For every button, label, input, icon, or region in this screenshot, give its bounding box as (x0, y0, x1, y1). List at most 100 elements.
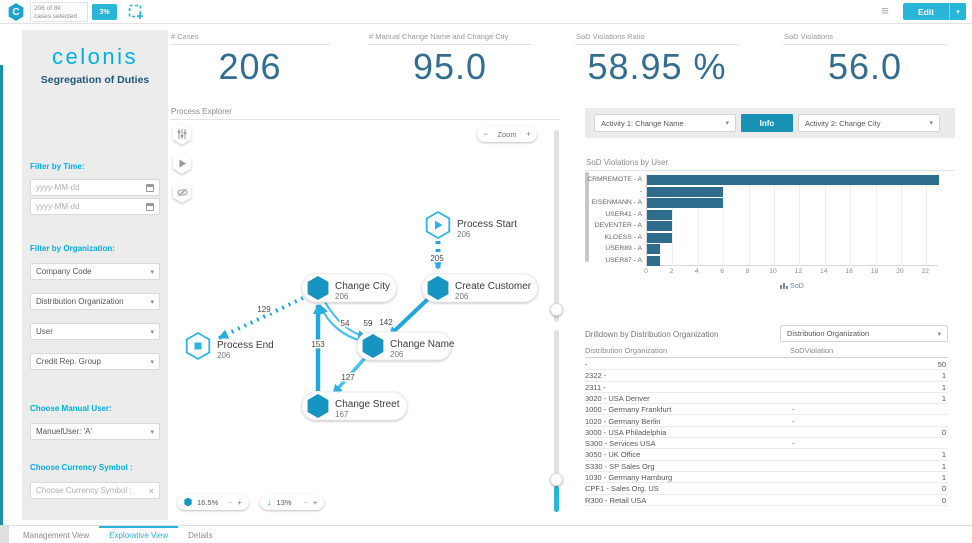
chevron-down-icon: ▾ (150, 298, 154, 306)
table-row[interactable]: 1000 - Germany Frankfurt - (585, 404, 948, 416)
activity1-select[interactable]: Activity 1: Change Name ▾ (594, 114, 736, 132)
drilldown-dimension-select[interactable]: Distribution Organization ▾ (780, 325, 948, 342)
table-row[interactable]: 2322 - 1 (585, 370, 948, 382)
svg-text:206: 206 (455, 292, 469, 301)
table-row[interactable]: 2311 - 1 (585, 382, 948, 393)
cell-org: 3050 - UK Office (585, 450, 641, 460)
hide-hex-button[interactable] (172, 181, 192, 203)
eye-off-icon[interactable] (172, 181, 192, 203)
zoom-in-button[interactable]: + (525, 129, 531, 139)
bar-category-label: - (639, 187, 642, 195)
sheet-tabs: Management View Explorative View Details (13, 526, 223, 543)
bar-crmremote-a[interactable] (647, 175, 939, 185)
table-row[interactable]: R300 - Retail USA 0 (585, 495, 948, 506)
org-select-user[interactable]: User ▾ (30, 323, 160, 340)
selection-crop-icon[interactable] (128, 4, 144, 24)
table-row[interactable]: CPF1 - Sales Org. US 0 (585, 483, 948, 495)
calendar-icon[interactable] (146, 202, 154, 211)
org-select-credit-rep-group[interactable]: Credit Rep. Group ▾ (30, 353, 160, 370)
cell-sod-violation: 0 (941, 495, 946, 505)
zoom-out-button[interactable]: − (483, 129, 489, 139)
edit-button[interactable]: Edit ▾ (903, 3, 966, 20)
date-from-input[interactable] (36, 183, 146, 192)
bar-user41-a[interactable] (647, 209, 673, 220)
bar-kloess-a[interactable] (647, 232, 673, 243)
cell-org: 3000 - USA Philadelphia (585, 427, 667, 437)
x-tick-label: 4 (694, 268, 699, 275)
cell-sod-violation: 0 (941, 427, 946, 437)
x-tick-label: 6 (720, 268, 725, 275)
connection-slider-handle[interactable] (550, 473, 563, 486)
activity-scale-plus-button[interactable]: + (237, 497, 242, 507)
kpi-tile: # Manual Change Name and Change City 95.0 (368, 30, 532, 92)
clear-icon[interactable]: × (148, 485, 154, 496)
settings-hex-button[interactable] (172, 123, 192, 145)
arrow-down-icon: ↓ (267, 497, 272, 507)
activity-scale-minus-button[interactable]: − (228, 497, 233, 507)
edit-button-label[interactable]: Edit (903, 3, 950, 20)
org-select-value: Company Code (36, 267, 92, 276)
calendar-icon[interactable] (146, 183, 154, 192)
connection-slider-fill (554, 486, 559, 512)
chart-scrollbar[interactable] (585, 172, 589, 262)
table-row[interactable]: 3000 - USA Philadelphia 0 (585, 427, 948, 439)
play-hex-button[interactable] (172, 152, 192, 174)
process-edge-change_city-end[interactable] (218, 296, 304, 340)
svg-text:167: 167 (335, 410, 349, 419)
bar-category-label: CRMREMOTE - A (587, 176, 642, 183)
sliders-icon[interactable] (172, 123, 192, 145)
date-to-input[interactable] (36, 202, 146, 211)
x-tick-label: 14 (819, 268, 828, 275)
chart-plot-area (646, 174, 939, 266)
table-row[interactable]: 1030 - Germany Hamburg 1 (585, 472, 948, 484)
gridline (723, 174, 725, 266)
menu-icon[interactable]: ≡ (881, 3, 889, 18)
process-edge-create_customer-change_name[interactable] (387, 297, 430, 338)
org-select-company-code[interactable]: Company Code ▾ (30, 263, 160, 280)
table-row[interactable]: S300 - Services USA - (585, 438, 948, 450)
cell-org: S300 - Services USA (585, 439, 656, 449)
bar-user89-a[interactable] (647, 244, 660, 254)
table-row[interactable]: 3050 - UK Office 1 (585, 449, 948, 461)
play-icon[interactable] (172, 152, 192, 174)
bar-deventer-a[interactable] (647, 221, 673, 231)
activity-slider-track[interactable] (554, 130, 559, 322)
bar-user87-a[interactable] (647, 255, 660, 266)
table-row[interactable]: S330 - SP Sales Org 1 (585, 461, 948, 472)
chevron-down-icon: ▾ (150, 358, 154, 366)
bar-eisenmann-a[interactable] (647, 198, 724, 208)
currency-input[interactable] (36, 486, 149, 495)
connection-slider-track[interactable] (554, 330, 559, 512)
tab-management-view[interactable]: Management View (23, 531, 90, 540)
manual-user-select[interactable]: ManuelUser: 'A' ▾ (30, 423, 160, 440)
celonis-logo-icon[interactable]: C (8, 3, 24, 21)
currency-field[interactable]: × (30, 482, 160, 499)
edit-caret-icon[interactable]: ▾ (956, 8, 960, 16)
date-to-field[interactable] (30, 198, 160, 215)
table-row[interactable]: - 50 (585, 359, 948, 371)
chevron-down-icon: ▾ (150, 328, 154, 336)
table-row[interactable]: 1020 - Germany Berlin - (585, 416, 948, 427)
tab-explorative-view[interactable]: Explorative View (99, 526, 179, 543)
kpi-value: 58.95 % (587, 46, 727, 87)
kpi-value: 206 (218, 46, 282, 87)
activity-slider-handle[interactable] (550, 303, 563, 316)
bar--[interactable] (647, 186, 724, 197)
tab-details[interactable]: Details (188, 531, 213, 540)
connection-scale-plus-button[interactable]: + (312, 497, 318, 507)
date-from-field[interactable] (30, 179, 160, 196)
info-button[interactable]: Info (741, 114, 793, 132)
org-select-distribution-organization[interactable]: Distribution Organization ▾ (30, 293, 160, 310)
activity-selector-bar: Activity 1: Change Name ▾ Info Activity … (585, 108, 955, 138)
connection-scale-minus-button[interactable]: − (303, 497, 308, 507)
table-row[interactable]: 3020 - USA Denver 1 (585, 393, 948, 405)
process-edge-change_name-change_street[interactable] (331, 356, 367, 396)
activity2-select[interactable]: Activity 2: Change City ▾ (798, 114, 940, 132)
cell-org: S330 - SP Sales Org (585, 461, 655, 471)
